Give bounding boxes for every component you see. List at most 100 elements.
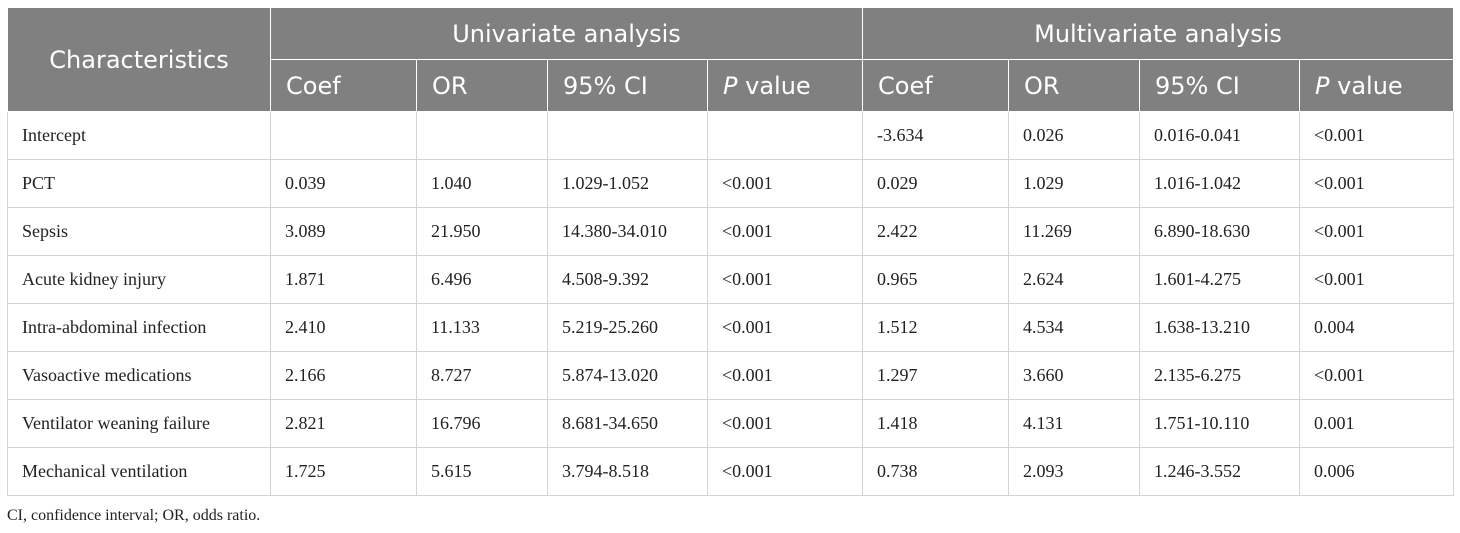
table-row: Mechanical ventilation 1.725 5.615 3.794-8.…: [7, 447, 1455, 496]
column-header-label: 95% CI: [1155, 71, 1240, 100]
column-header: Coef: [270, 59, 417, 112]
table-cell: 0.738: [862, 447, 1010, 496]
table-cell: 2.166: [270, 351, 417, 400]
column-header: 95% CI: [547, 59, 708, 112]
table-cell: 0.001: [1299, 399, 1455, 448]
table-cell: <0.001: [706, 159, 864, 208]
header-row-subheaders: Coef OR 95% CI P value Coef OR 95% CI P value: [8, 59, 1455, 112]
table-cell: 4.131: [1008, 399, 1141, 448]
table-cell: 11.269: [1008, 207, 1141, 256]
column-header-italic: P: [1315, 71, 1330, 100]
table-cell: 2.410: [270, 303, 417, 352]
table-cell: 5.615: [416, 447, 548, 496]
row-label: PCT: [7, 159, 271, 208]
table-cell: <0.001: [1299, 207, 1455, 256]
table-cell: 4.534: [1008, 303, 1141, 352]
table-cell: <0.001: [1299, 255, 1455, 304]
table-cell: 5.874-13.020: [547, 351, 708, 400]
table-row: Intercept -3.634 0.026 0.016-0.041 <0.001: [7, 111, 1455, 160]
table-cell: 1.297: [862, 351, 1010, 400]
table-cell: 0.965: [862, 255, 1010, 304]
table-cell: 8.681-34.650: [547, 399, 708, 448]
column-header-label: value: [1329, 71, 1403, 100]
table-cell: 1.029: [1008, 159, 1141, 208]
column-header-label: Coef: [286, 71, 341, 100]
table-container: Characteristics Univariate analysis Mult…: [7, 7, 1455, 525]
table-cell: 0.004: [1299, 303, 1455, 352]
table-cell: 1.725: [270, 447, 417, 496]
table-cell: 2.821: [270, 399, 417, 448]
table-cell: 1.751-10.110: [1139, 399, 1301, 448]
table-cell: <0.001: [706, 303, 864, 352]
table-cell: 0.016-0.041: [1139, 111, 1301, 160]
multivariate-group-header: Multivariate analysis: [862, 7, 1455, 60]
table-row: Intra-abdominal infection 2.410 11.133 5.21…: [7, 303, 1455, 352]
table-cell: <0.001: [706, 207, 864, 256]
table-cell: -3.634: [862, 111, 1010, 160]
header-row-groups: Characteristics Univariate analysis Mult…: [7, 7, 1455, 112]
row-label: Ventilator weaning failure: [7, 399, 271, 448]
table-row: Sepsis 3.089 21.950 14.380-34.010 <0.001 2.42…: [7, 207, 1455, 256]
column-header: OR: [1008, 59, 1141, 112]
table-cell: 1.601-4.275: [1139, 255, 1301, 304]
table-cell: <0.001: [706, 255, 864, 304]
table-cell: 3.794-8.518: [547, 447, 708, 496]
table-row: PCT 0.039 1.040 1.029-1.052 <0.001 0.029 1.029…: [7, 159, 1455, 208]
table-cell: 2.135-6.275: [1139, 351, 1301, 400]
table-row: Vasoactive medications 2.166 8.727 5.874-13…: [7, 351, 1455, 400]
table-cell: [706, 111, 864, 160]
table-cell: 1.418: [862, 399, 1010, 448]
table-row: Acute kidney injury 1.871 6.496 4.508-9.392…: [7, 255, 1455, 304]
column-header: OR: [416, 59, 548, 112]
univariate-group-header: Univariate analysis: [269, 7, 864, 60]
table-cell: 6.496: [416, 255, 548, 304]
characteristics-header: Characteristics: [7, 7, 271, 112]
table-cell: <0.001: [1299, 159, 1455, 208]
column-header-label: 95% CI: [563, 71, 648, 100]
table-cell: <0.001: [1299, 111, 1455, 160]
table-cell: 1.016-1.042: [1139, 159, 1301, 208]
table-cell: 14.380-34.010: [547, 207, 708, 256]
table-cell: <0.001: [706, 447, 864, 496]
table-cell: 21.950: [416, 207, 548, 256]
table-cell: 2.093: [1008, 447, 1141, 496]
table-cell: 0.039: [270, 159, 417, 208]
table-cell: 0.029: [862, 159, 1010, 208]
table-cell: 0.006: [1299, 447, 1455, 496]
column-header-label: OR: [1024, 71, 1060, 100]
row-label: Sepsis: [7, 207, 271, 256]
table-cell: [270, 111, 417, 160]
row-label: Mechanical ventilation: [7, 447, 271, 496]
regression-table: Characteristics Univariate analysis Mult…: [7, 7, 1455, 496]
table-cell: 1.246-3.552: [1139, 447, 1301, 496]
column-header-label: Coef: [878, 71, 933, 100]
table-row: Ventilator weaning failure 2.821 16.796 8.6…: [7, 399, 1455, 448]
column-header: 95% CI: [1139, 59, 1301, 112]
table-cell: [416, 111, 548, 160]
column-header: P value: [706, 59, 864, 112]
column-header-italic: P: [723, 71, 738, 100]
table-cell: 1.029-1.052: [547, 159, 708, 208]
table-footnote: CI, confidence interval; OR, odds ratio.: [7, 507, 261, 524]
column-header: Coef: [862, 59, 1010, 112]
table-cell: 1.638-13.210: [1139, 303, 1301, 352]
table-cell: 11.133: [416, 303, 548, 352]
row-label: Intercept: [7, 111, 271, 160]
column-header-label: value: [737, 71, 811, 100]
table-cell: <0.001: [706, 399, 864, 448]
table-cell: <0.001: [706, 351, 864, 400]
table-cell: 1.040: [416, 159, 548, 208]
table-cell: 3.089: [270, 207, 417, 256]
table-cell: <0.001: [1299, 351, 1455, 400]
row-label: Intra-abdominal infection: [7, 303, 271, 352]
table-cell: 0.026: [1008, 111, 1141, 160]
table-cell: 16.796: [416, 399, 548, 448]
column-header: P value: [1299, 59, 1455, 112]
table-cell: 2.422: [862, 207, 1010, 256]
table-cell: 5.219-25.260: [547, 303, 708, 352]
row-label: Acute kidney injury: [7, 255, 271, 304]
table-cell: 4.508-9.392: [547, 255, 708, 304]
table-body: Intercept -3.634 0.026 0.016-0.041 <0.001 PCT…: [7, 111, 1455, 496]
table-cell: 8.727: [416, 351, 548, 400]
table-cell: 1.512: [862, 303, 1010, 352]
